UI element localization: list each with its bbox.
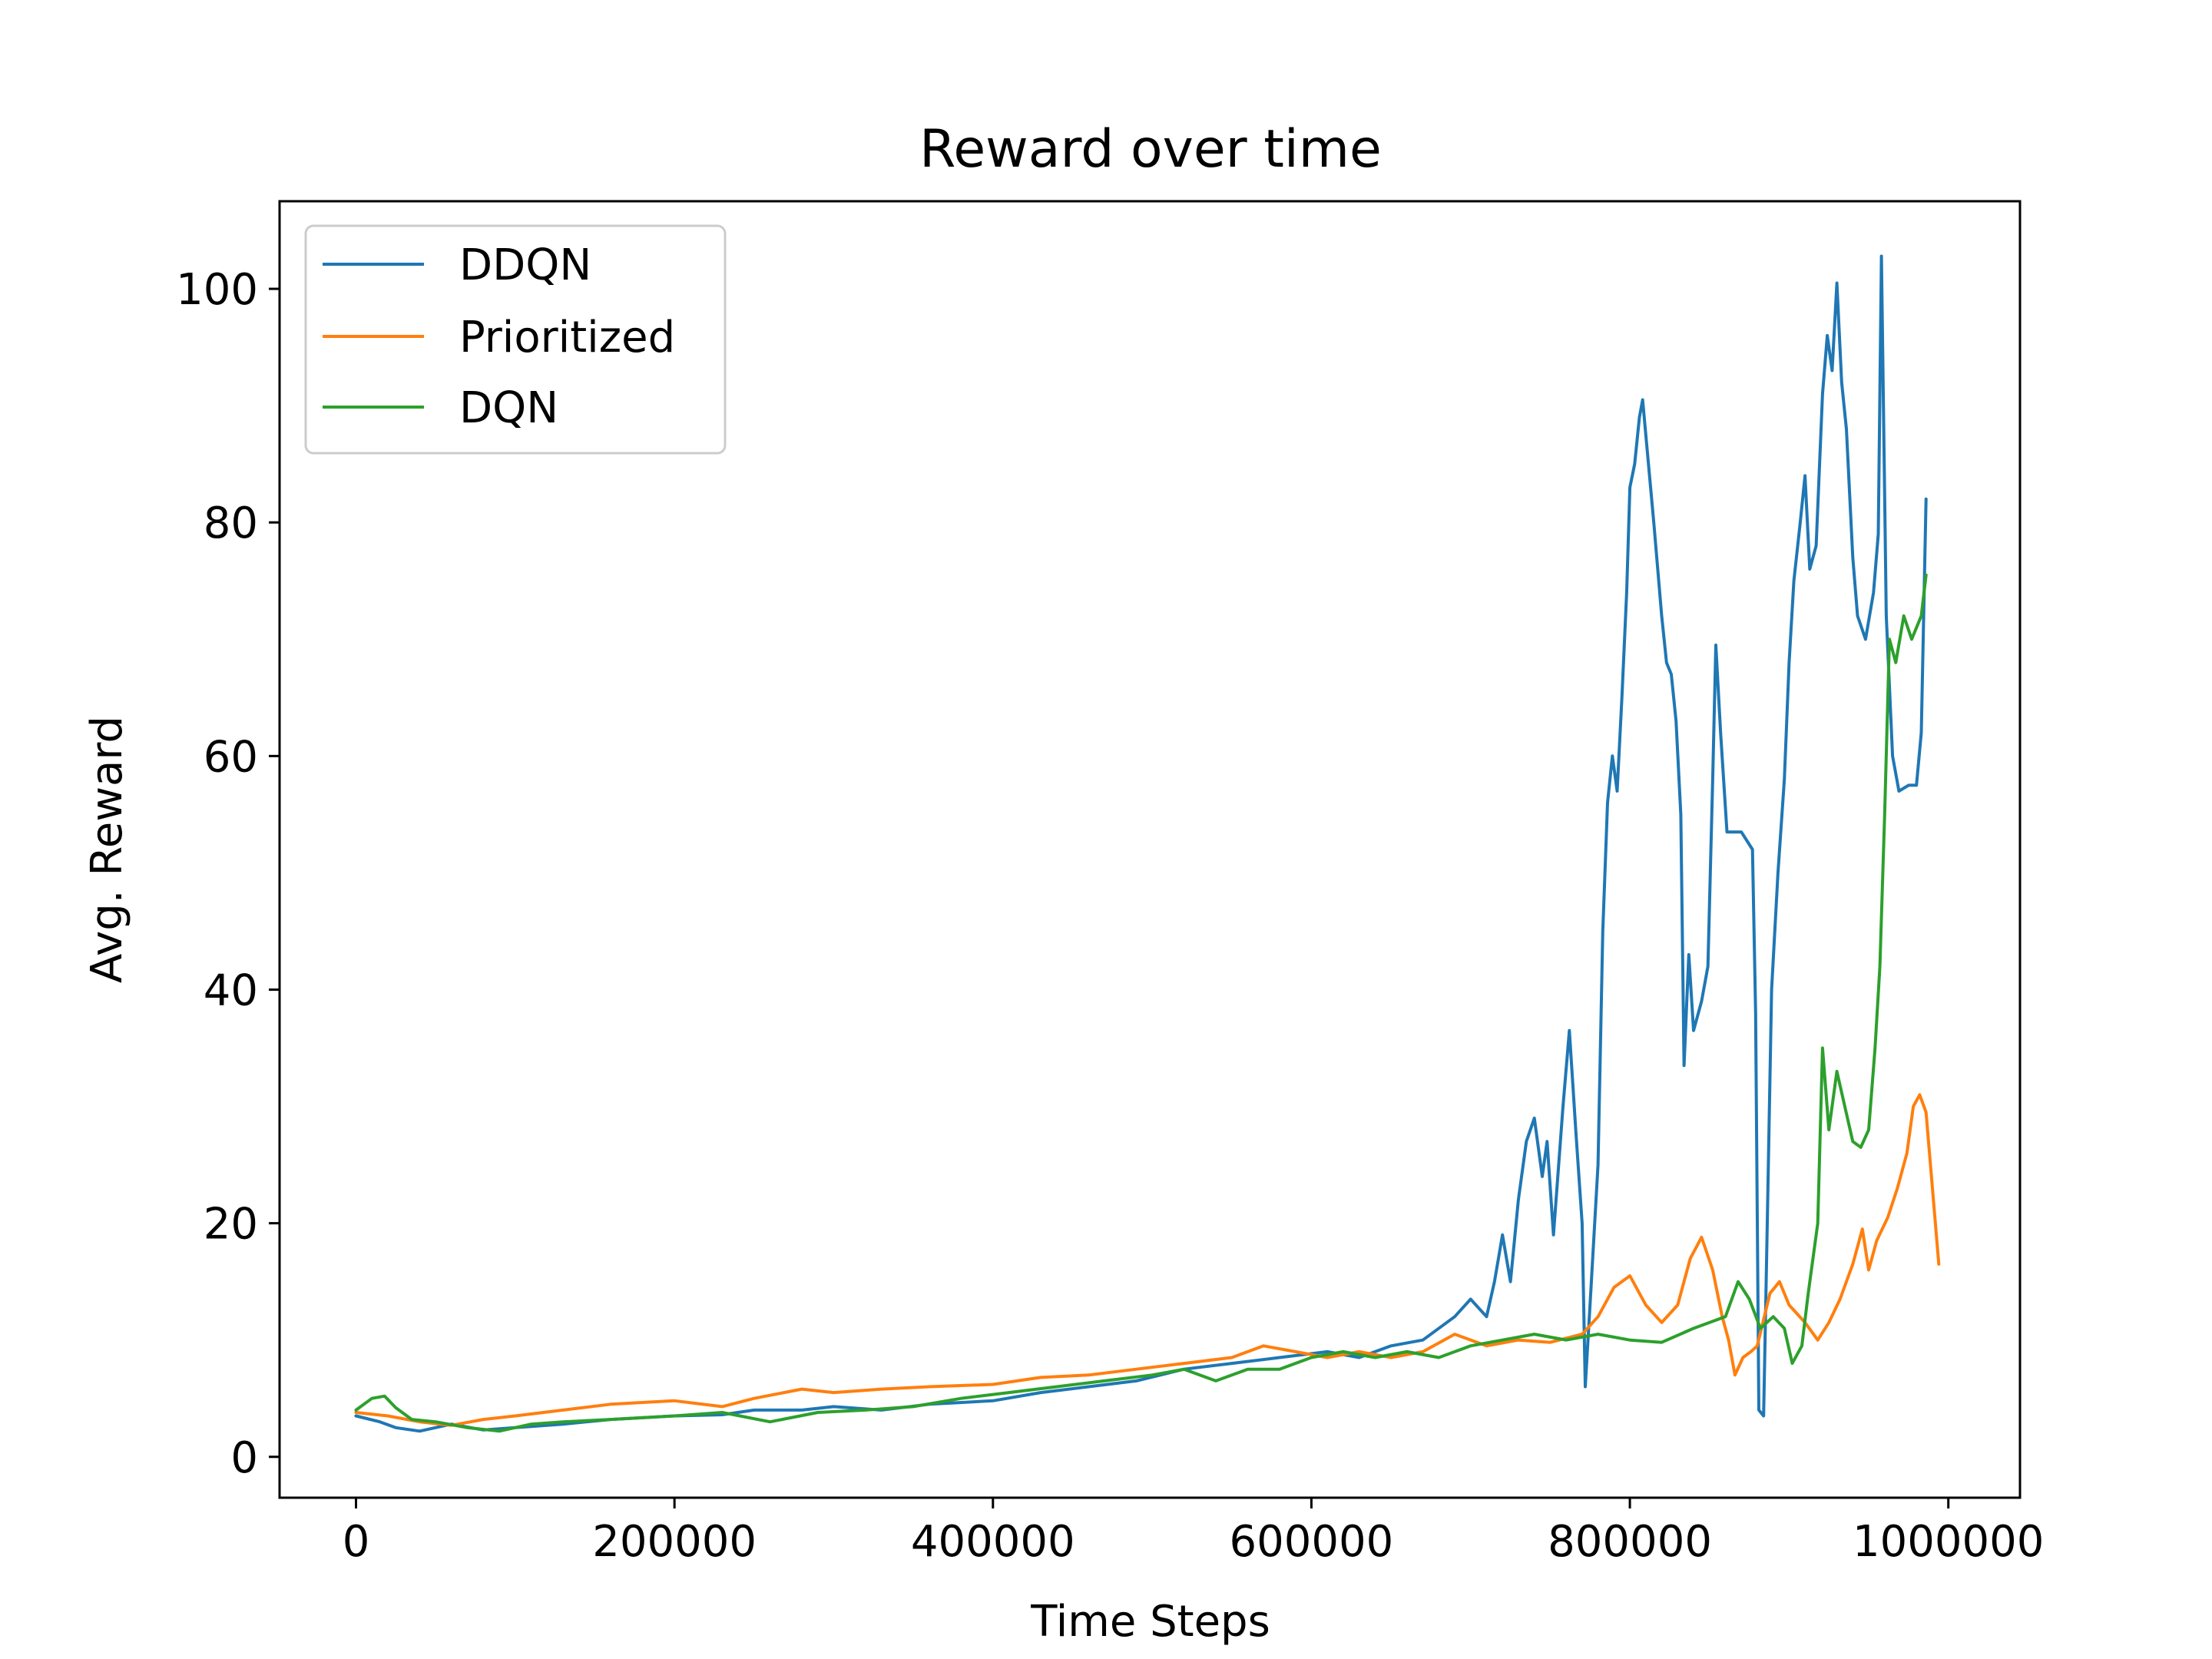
series-line-dqn [354,573,1928,1433]
chart-title: Reward over time [919,119,1382,180]
x-tick-label: 0 [343,1517,370,1567]
y-tick-label: 60 [204,732,258,782]
y-tick-label: 100 [176,265,258,315]
series-line-prioritized [354,1093,1941,1427]
y-tick-label: 80 [204,498,258,548]
series-layer [354,254,1941,1433]
x-axis: 0 200000 400000 600000 800000 1000000 [343,1498,2044,1567]
x-axis-label: Time Steps [1030,1597,1270,1647]
legend-label-dqn: DQN [459,383,558,433]
legend: DDQN Prioritized DQN [304,224,727,455]
x-tick-label: 800000 [1548,1517,1712,1567]
legend-label-ddqn: DDQN [459,240,591,290]
legend-box [304,224,727,455]
y-tick-label: 20 [204,1200,258,1250]
y-axis-label: Avg. Reward [82,716,132,983]
y-axis: 0 20 40 60 80 100 [176,265,280,1483]
legend-label-prioritized: Prioritized [459,313,675,363]
x-tick-label: 400000 [911,1517,1075,1567]
y-tick-label: 40 [204,965,258,1015]
series-line-ddqn [354,254,1928,1433]
x-tick-label: 200000 [592,1517,757,1567]
x-tick-label: 600000 [1230,1517,1394,1567]
y-tick-label: 0 [230,1433,258,1483]
plot-frame [278,200,2022,1499]
x-tick-label: 1000000 [1853,1517,2044,1567]
